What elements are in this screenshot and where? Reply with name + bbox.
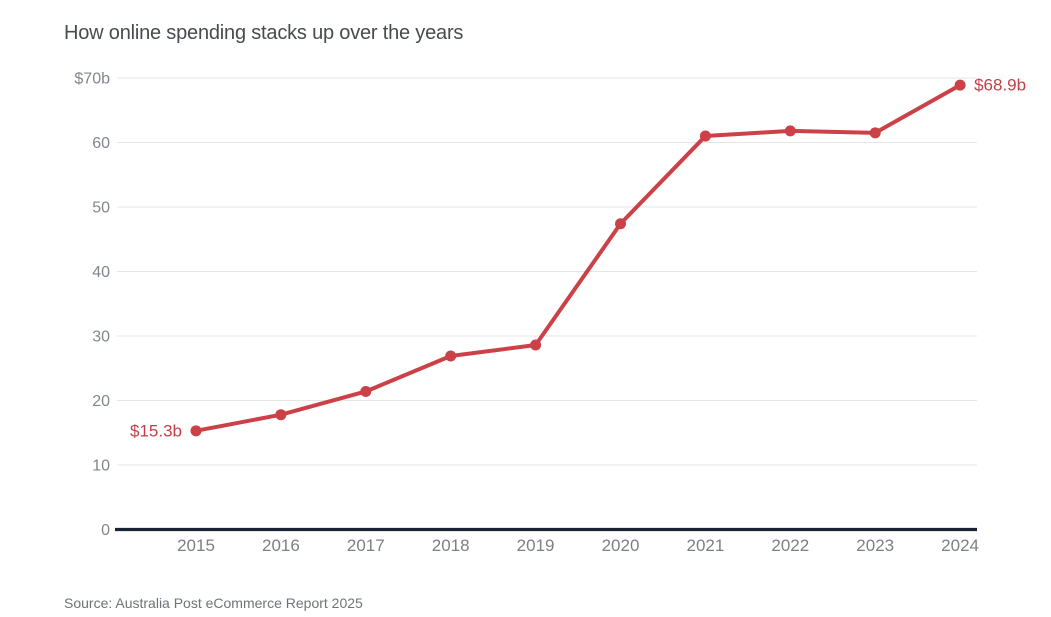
y-axis-tick-label: 40 <box>92 264 110 281</box>
data-point <box>954 79 966 91</box>
y-axis-tick-label: 50 <box>92 199 110 216</box>
x-axis-tick-label: 2017 <box>347 536 385 555</box>
chart-title: How online spending stacks up over the y… <box>64 22 464 44</box>
x-axis-tick-label: 2021 <box>686 536 724 555</box>
y-axis-tick-label: $70b <box>74 70 110 87</box>
x-axis-tick-label: 2024 <box>941 536 979 555</box>
data-point <box>360 385 372 397</box>
x-axis-tick-label: 2019 <box>517 536 555 555</box>
x-axis-tick-label: 2023 <box>856 536 894 555</box>
data-point <box>784 125 796 137</box>
data-point <box>445 350 457 362</box>
data-point <box>190 425 202 437</box>
x-axis-tick-label: 2015 <box>177 536 215 555</box>
chart-source: Source: Australia Post eCommerce Report … <box>64 595 363 611</box>
data-point <box>615 218 626 230</box>
data-point <box>869 127 881 139</box>
data-point <box>699 130 711 142</box>
data-point <box>275 409 287 421</box>
x-axis-tick-label: 2022 <box>771 536 809 555</box>
y-axis-tick-label: 0 <box>101 522 110 539</box>
first-point-label: $15.3b <box>130 421 182 440</box>
data-point <box>530 339 542 351</box>
y-axis-tick-label: 60 <box>92 135 110 152</box>
x-axis-tick-label: 2016 <box>262 536 300 555</box>
y-axis-tick-label: 30 <box>92 328 110 345</box>
series-line <box>194 83 963 433</box>
last-point-label: $68.9b <box>974 76 1026 95</box>
x-axis-tick-label: 2018 <box>432 536 470 555</box>
x-axis-tick-label: 2020 <box>602 536 640 555</box>
y-axis-tick-label: 10 <box>92 457 110 474</box>
y-axis-tick-label: 20 <box>92 393 110 410</box>
